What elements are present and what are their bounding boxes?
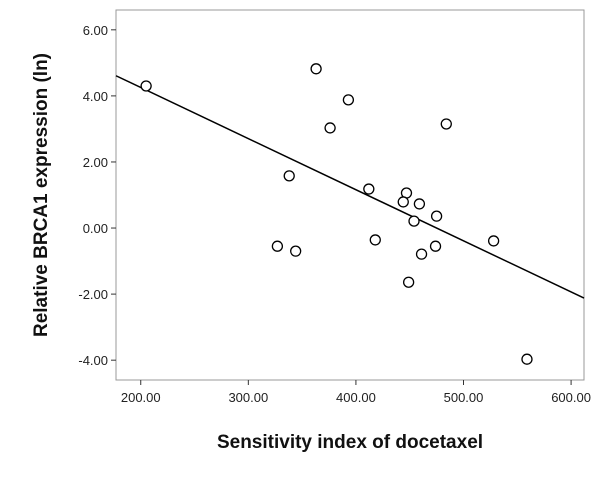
point	[487, 235, 500, 247]
point	[415, 248, 428, 260]
x-axis-label: Sensitivity index of docetaxel	[217, 432, 483, 453]
y-tick-label: -2.00	[78, 287, 108, 302]
point	[324, 122, 336, 134]
point	[310, 63, 322, 75]
point	[408, 215, 420, 227]
point	[413, 198, 426, 210]
point	[271, 240, 284, 252]
x-tick-label: 600.00	[551, 390, 591, 405]
fit-line	[115, 75, 585, 299]
point	[363, 183, 375, 195]
y-tick-label: 2.00	[83, 155, 108, 170]
x-tick-label: 400.00	[336, 390, 376, 405]
x-tick-label: 300.00	[228, 390, 268, 405]
point	[369, 234, 381, 246]
point	[429, 240, 442, 252]
x-tick-label: 200.00	[121, 390, 161, 405]
y-axis-label: Relative BRCA1 expression (ln)	[31, 53, 52, 337]
plot-frame	[115, 9, 585, 381]
point	[140, 80, 152, 92]
point	[440, 118, 452, 130]
point	[430, 210, 443, 222]
point	[290, 245, 302, 257]
point	[402, 276, 415, 288]
y-tick-label: 6.00	[83, 23, 108, 38]
point	[521, 353, 533, 365]
y-tick-label: 4.00	[83, 89, 108, 104]
y-tick-label: 0.00	[83, 221, 108, 236]
x-tick-label: 500.00	[444, 390, 484, 405]
point	[397, 196, 409, 208]
point	[342, 94, 355, 106]
y-tick-label: -4.00	[78, 353, 108, 368]
point	[283, 170, 295, 182]
